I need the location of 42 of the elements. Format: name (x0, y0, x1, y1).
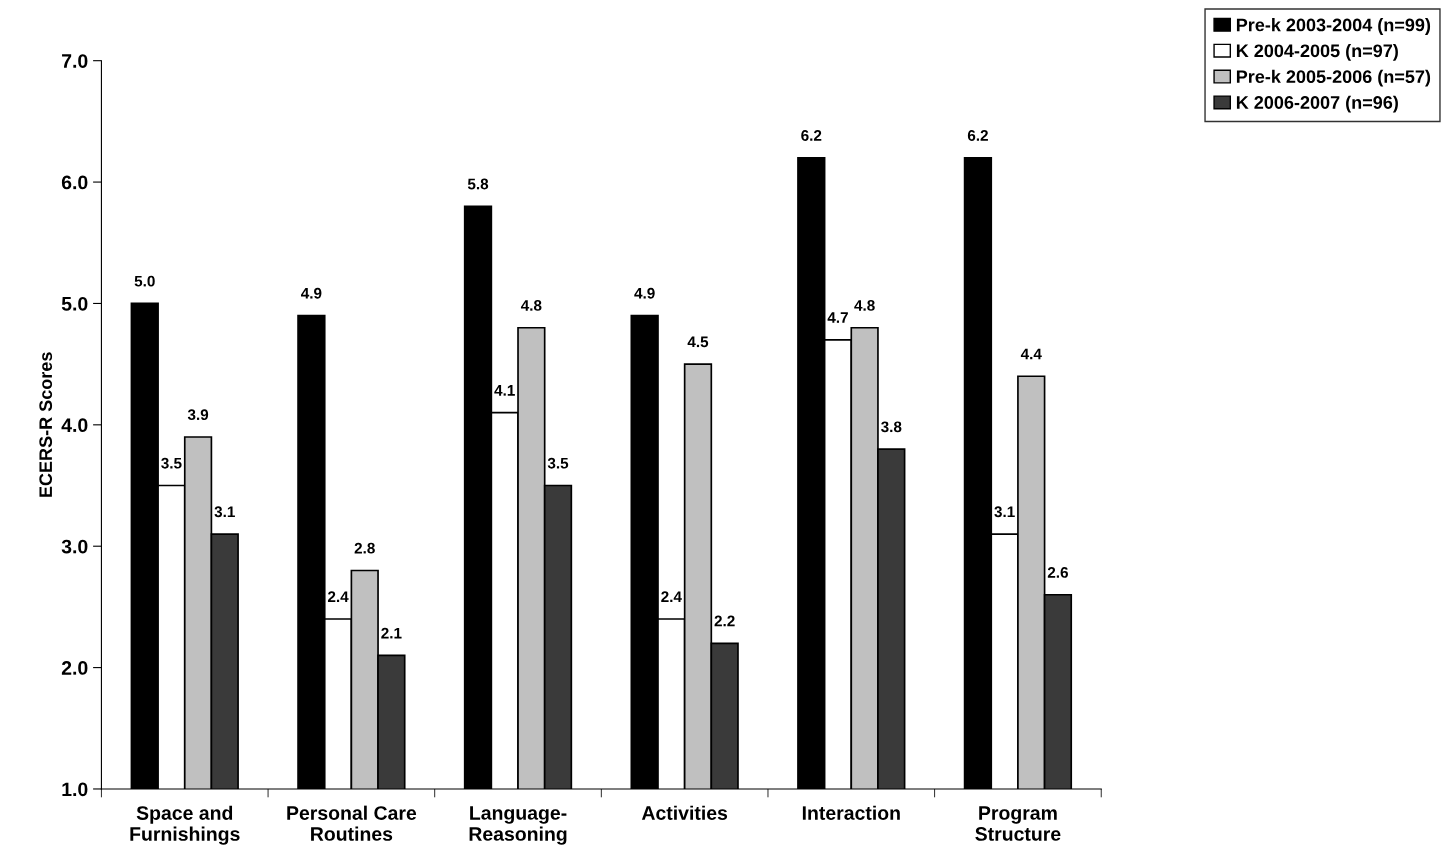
legend-label: Pre-k 2003-2004 (n=99) (1236, 18, 1431, 35)
y-tick-label: 4.0 (61, 418, 88, 433)
data-label: 4.5 (687, 336, 709, 348)
y-tick-label: 7.0 (62, 54, 88, 68)
legend-label: Pre-k 2005-2006 (n=57) (1236, 69, 1431, 87)
y-tick-label: 2.0 (61, 661, 88, 675)
data-label: 3.1 (214, 506, 235, 518)
data-label: 6.2 (801, 130, 822, 141)
data-label: 4.9 (634, 287, 655, 299)
x-tick-label: Activities (641, 805, 728, 820)
data-label: 4.9 (301, 287, 322, 299)
data-label: 3.8 (881, 421, 902, 433)
y-axis-title: ECERS-R Scores (39, 352, 53, 497)
data-label: 3.9 (187, 409, 209, 421)
x-tick-label: Space and Furnishings (130, 805, 240, 845)
data-label: 3.5 (161, 457, 182, 469)
data-label: 2.6 (1047, 567, 1068, 578)
data-label: 4.8 (520, 300, 542, 311)
data-label: 2.8 (354, 542, 375, 554)
x-tick-label: Interaction (802, 805, 900, 820)
data-label: 2.1 (381, 627, 402, 639)
data-label: 4.1 (494, 385, 515, 396)
data-label: 4.7 (827, 312, 848, 323)
data-label: 3.5 (547, 457, 569, 469)
data-label: 5.0 (134, 275, 155, 287)
y-tick-label: 1.0 (62, 782, 88, 797)
data-label: 2.4 (327, 591, 349, 602)
data-label: 6.2 (967, 130, 988, 141)
data-label: 4.8 (854, 300, 875, 311)
y-tick-label: 6.0 (61, 175, 88, 190)
data-label: 5.8 (467, 178, 489, 190)
y-tick-label: 5.0 (61, 296, 88, 311)
data-label: 2.4 (661, 591, 682, 602)
legend-label: K 2004-2005 (n=97) (1236, 43, 1398, 61)
data-label: 4.4 (1020, 348, 1042, 360)
y-tick-label: 3.0 (61, 539, 88, 554)
data-label: 3.1 (994, 506, 1015, 518)
x-tick-label: Program Structure (975, 806, 1061, 841)
legend-label: K 2006-2007 (n=96) (1236, 95, 1398, 113)
x-tick-label: Personal Care Routines (287, 805, 417, 841)
x-tick-label: Language- Reasoning (469, 806, 567, 845)
data-label: 2.2 (714, 615, 735, 627)
